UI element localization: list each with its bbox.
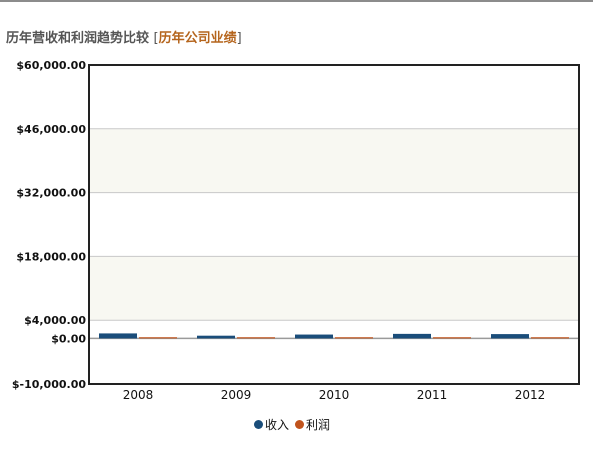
y-tick-label: $4,000.00	[24, 314, 86, 327]
company-performance-link[interactable]: 历年公司业绩	[158, 31, 237, 46]
legend-label-revenue: 收入	[265, 418, 290, 432]
chart-bands	[89, 65, 579, 384]
top-divider	[0, 0, 593, 2]
legend-label-profit: 利润	[306, 418, 331, 432]
revenue-bar	[295, 334, 333, 339]
legend-item-revenue[interactable]: 收入	[254, 416, 289, 433]
chart-heading: 历年营收和利润趋势比较 [历年公司业绩]	[6, 27, 242, 46]
y-tick-label: $60,000.00	[16, 59, 86, 72]
chart-band	[89, 320, 579, 339]
close-bracket: ]	[236, 31, 242, 46]
chart-band	[89, 338, 579, 384]
y-tick-label: $46,000.00	[16, 123, 86, 136]
y-tick-label: $-10,000.00	[12, 378, 86, 391]
y-tick-label: $0.00	[51, 332, 86, 345]
revenue-bar	[491, 334, 529, 339]
legend-item-profit[interactable]: 利润	[295, 416, 330, 433]
profit-bar	[531, 337, 569, 339]
chart-legend: 收入 利润	[254, 416, 336, 433]
chart-band	[89, 65, 579, 129]
x-tick-label: 2010	[319, 388, 350, 402]
revenue-bar	[393, 333, 431, 339]
revenue-bar	[197, 335, 235, 339]
profit-bar	[433, 337, 471, 339]
y-tick-label: $32,000.00	[16, 187, 86, 200]
revenue-bar	[99, 333, 137, 339]
chart-band	[89, 128, 579, 193]
profit-bar	[139, 337, 177, 339]
chart-title: 历年营收和利润趋势比较	[6, 31, 150, 46]
profit-dot-icon	[295, 420, 305, 429]
profit-bar	[237, 337, 275, 339]
x-tick-label: 2009	[221, 388, 252, 402]
chart-band	[89, 256, 579, 321]
chart-band	[89, 192, 579, 257]
open-bracket: [	[153, 31, 159, 46]
x-tick-label: 2012	[515, 388, 546, 402]
x-tick-label: 2011	[417, 388, 448, 402]
plot-frame	[88, 64, 580, 385]
revenue-dot-icon	[254, 420, 263, 429]
profit-bar	[335, 337, 373, 339]
chart-bars	[99, 333, 569, 339]
y-tick-label: $18,000.00	[16, 250, 86, 263]
x-tick-label: 2008	[123, 388, 154, 402]
y-axis-labels: $-10,000.00 $0.00 $4,000.00 $18,000.00 $32,0…	[12, 59, 86, 391]
x-axis-labels: 2008 2009 2010 2011 2012	[123, 388, 546, 402]
